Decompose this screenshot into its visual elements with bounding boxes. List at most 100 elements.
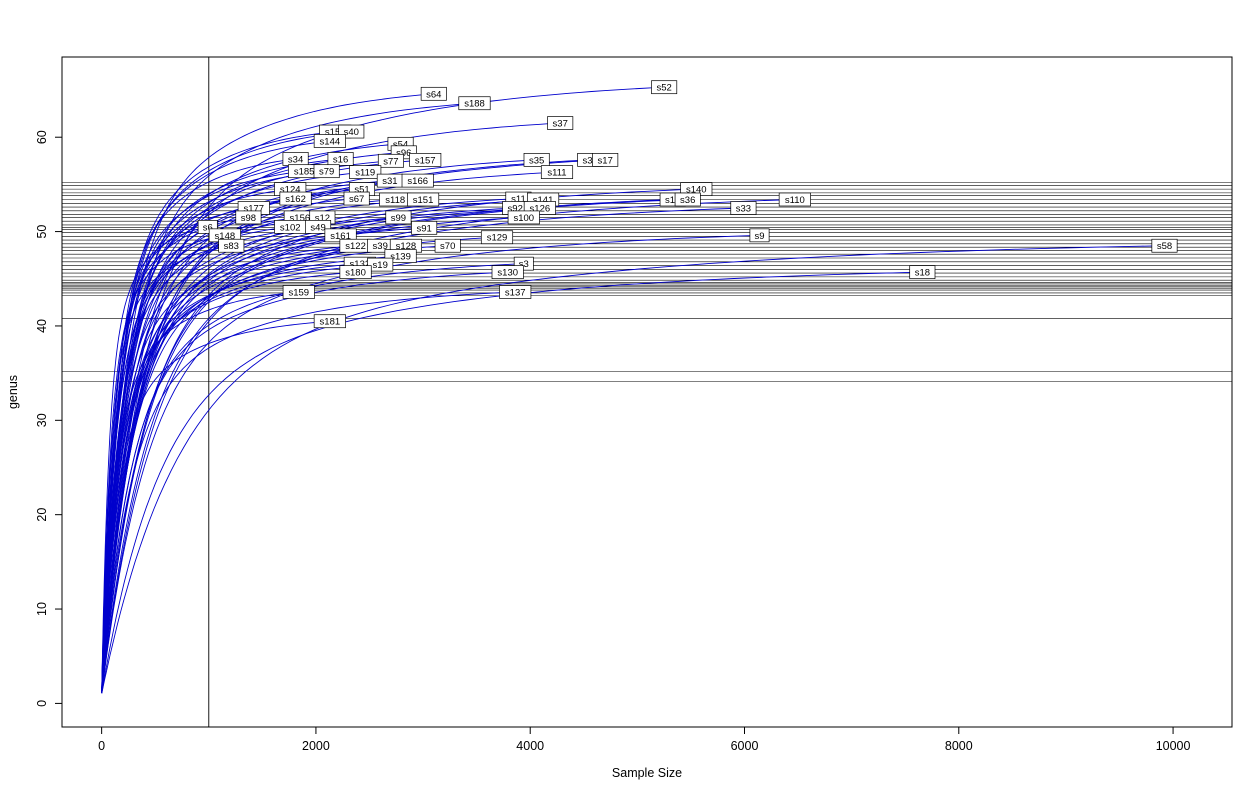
curve-label-box — [592, 153, 619, 167]
curve-label-text: s34 — [288, 154, 303, 165]
curve-label: s91 — [411, 220, 438, 235]
curve-label: s161 — [324, 228, 357, 243]
curve-label-text: s156 — [290, 213, 311, 224]
x-tick-label: 2000 — [302, 739, 330, 753]
curve-label-box — [313, 134, 346, 148]
curve-label: s110 — [778, 192, 811, 207]
curve-label: s67 — [343, 191, 370, 206]
curve-label-box — [458, 96, 491, 111]
curve-label: s130 — [491, 265, 524, 280]
curve-label-text: s159 — [288, 287, 309, 298]
x-tick-label: 8000 — [945, 739, 973, 753]
rarefaction-curve — [101, 245, 356, 692]
y-tick-label: 40 — [35, 319, 49, 333]
curve-label-text: s129 — [487, 233, 508, 244]
y-tick-label: 30 — [35, 413, 49, 427]
curve-label-box — [651, 80, 678, 95]
curve-label-text: s6 — [203, 222, 213, 233]
curve-label: s122 — [339, 238, 372, 253]
curve-label: s83 — [218, 238, 245, 253]
curve-label-box — [507, 210, 540, 225]
curve-label: s129 — [480, 230, 514, 245]
curve-label-text: s52 — [656, 83, 671, 94]
curve-label: s119 — [349, 165, 382, 179]
curve-label-box — [411, 220, 438, 235]
curve-label-text: s79 — [319, 167, 334, 178]
curve-label: s77 — [377, 153, 404, 168]
curve-label: s36 — [674, 192, 701, 207]
rarefaction-curve — [101, 271, 923, 694]
curve-label-text: s70 — [440, 241, 455, 252]
rarefaction-curve — [101, 207, 744, 694]
curve-label-text: s188 — [464, 99, 485, 110]
rarefaction-curves — [101, 86, 1165, 694]
curve-label-text: s177 — [243, 203, 264, 214]
curve-label-text: s128 — [396, 241, 417, 252]
rarefaction-curve — [101, 291, 516, 693]
curve-label: s34 — [282, 152, 309, 166]
curve-label-text: s64 — [426, 89, 441, 100]
curve-label-box — [523, 153, 550, 167]
curve-label-text: s67 — [349, 194, 364, 205]
curve-label-text: s39 — [373, 241, 388, 252]
curve-label-text: s18 — [915, 268, 930, 279]
rarefaction-curve — [101, 271, 508, 693]
curve-label: s35 — [523, 153, 550, 167]
curve-label-text: s141 — [533, 195, 554, 206]
curve-label-box — [218, 238, 245, 253]
curve-label: s157 — [409, 153, 442, 167]
y-tick-label: 10 — [35, 602, 49, 616]
curve-label-box — [313, 164, 340, 179]
x-tick-label: 4000 — [516, 739, 544, 753]
curve-label-text: s35 — [529, 155, 544, 166]
curve-label: s17 — [592, 153, 619, 167]
x-axis-title: Sample Size — [612, 766, 682, 780]
rarefaction-curve — [101, 255, 401, 693]
curve-label-box — [407, 192, 440, 207]
rarefaction-curve — [101, 245, 1165, 694]
curve-label-text: s37 — [553, 119, 568, 130]
curve-label-text: s9 — [754, 231, 764, 242]
curve-label-text: s139 — [390, 252, 411, 263]
curve-label-text: s102 — [280, 222, 301, 233]
curve-label-box — [349, 165, 382, 179]
curve-label-box — [409, 153, 442, 167]
rarefaction-curve — [101, 207, 516, 693]
curve-label-text: s124 — [280, 185, 301, 196]
x-tick-label: 10000 — [1156, 739, 1191, 753]
curve-label: s99 — [385, 210, 412, 225]
curve-label-text: s111 — [547, 168, 566, 179]
curve-label: s16 — [327, 152, 354, 166]
curve-label-text: s12 — [315, 213, 330, 224]
curve-label-text: s118 — [385, 195, 405, 206]
curve-label-text: s11 — [511, 194, 526, 205]
curve-label-text: s83 — [224, 241, 239, 252]
curve-label-text: s36 — [680, 195, 695, 206]
curve-label: s102 — [274, 220, 307, 234]
curve-label-box — [1151, 238, 1178, 253]
curve-label-text: s181 — [320, 317, 341, 328]
curve-label: s9 — [749, 228, 770, 243]
curve-label-box — [491, 265, 524, 280]
curve-label: s70 — [434, 238, 461, 253]
curve-label: s159 — [282, 285, 315, 299]
rarefaction-curve — [101, 236, 498, 693]
curve-label-text: s33 — [736, 203, 751, 214]
curve-label-box — [313, 314, 346, 329]
curve-label: s31 — [376, 173, 403, 188]
curve-label-text: s130 — [497, 268, 518, 279]
curve-label: s64 — [420, 86, 447, 101]
curve-label-box — [327, 152, 354, 166]
curve-label-text: s185 — [294, 167, 315, 178]
curve-label-text: s13 — [665, 195, 680, 206]
rarefaction-curve — [101, 199, 673, 693]
curve-label-text: s17 — [598, 155, 613, 166]
curve-label: s49 — [305, 220, 332, 234]
curve-label-box — [401, 173, 434, 188]
curve-label-text: s54 — [393, 139, 408, 150]
curve-label: s58 — [1151, 238, 1178, 253]
rarefaction-curve — [101, 245, 232, 690]
y-tick-label: 20 — [35, 508, 49, 522]
